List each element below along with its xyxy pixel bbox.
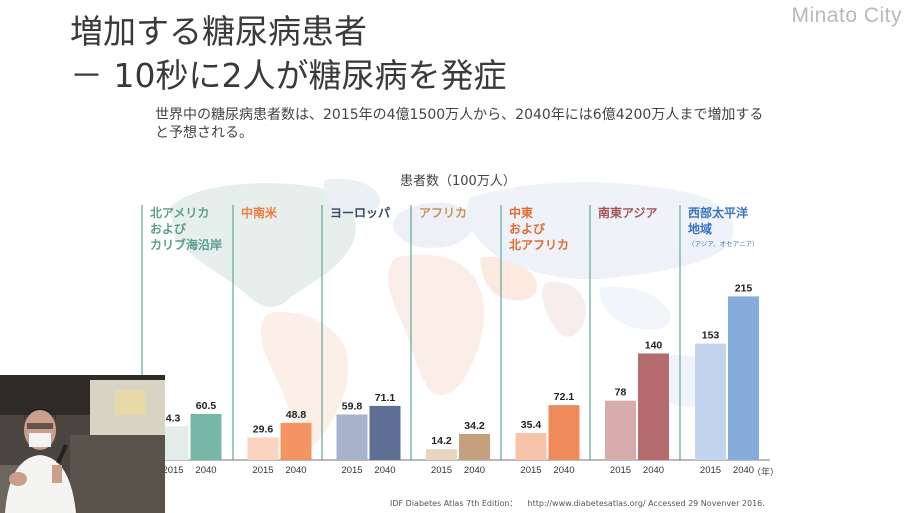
source-reference: IDF Diabetes Atlas 7th Edition： [390,499,518,508]
source-url[interactable]: http://www.diabetesatlas.org/ Accessed 2… [527,499,765,508]
tick-label: 2040 [733,465,754,476]
tick-label: 2040 [643,465,664,476]
webcam-overlay [0,375,165,513]
bar-2015 [515,433,547,460]
region-name-line: カリブ海沿岸 [150,237,222,252]
chart-title: 患者数（100万人） [400,174,516,189]
region-name-line: 中東 [509,205,533,220]
data-label: 60.5 [196,400,217,412]
bar-2040 [728,296,759,460]
bar-2040 [638,353,669,460]
region-subname: （アジア、オセアニア） [688,240,758,248]
data-label: 72.1 [554,391,575,403]
slide-title: 増加する糖尿病患者 － 10秒に2人が糖尿病を発症 [70,10,506,98]
data-label: 153 [702,330,720,342]
data-label: 71.1 [375,392,396,404]
data-label: 78 [615,387,627,399]
bar-2015 [605,400,636,460]
data-label: 59.8 [342,401,363,413]
data-label: 29.6 [253,423,274,435]
bar-2040 [369,405,401,460]
tick-label: 2015 [341,465,362,476]
tick-label: 2015 [252,465,273,476]
slide-subtitle: 世界中の糖尿病患者数は、2015年の4億1500万人から、2040年には6億42… [155,107,764,141]
region-name-line: ヨーロッパ [330,206,390,220]
webcam-presenter-image [0,375,165,513]
region-name-line: アフリカ [419,206,467,220]
bar-2040 [190,413,222,460]
tick-label: 2040 [285,465,306,476]
tick-label: 2015 [520,465,541,476]
tick-label: 2015 [700,465,721,476]
tick-label: 2040 [464,465,485,476]
tick-label: 2040 [374,465,395,476]
title-line-1: 増加する糖尿病患者 [70,12,367,51]
data-label: 14.2 [431,435,452,447]
world-map-background [170,178,734,448]
bar-2015 [695,343,726,460]
bar-2040 [548,405,580,460]
region-name-line: および [509,221,546,236]
x-unit-label: （年） [752,468,780,478]
tick-label: 2015 [431,465,452,476]
data-label: 215 [735,282,753,294]
tick-label: 2040 [195,465,216,476]
region-name-line: 中南米 [241,205,278,220]
region-name-line: 地域 [688,221,712,236]
bar-2015 [426,449,457,460]
tick-label: 2040 [553,465,574,476]
data-label: 35.4 [521,419,542,431]
tick-label: 2015 [162,465,183,476]
region-name-line: 南東アジア [598,205,658,220]
region-name-line: および [150,221,187,236]
tick-label: 2015 [610,465,631,476]
data-label: 140 [645,339,663,351]
bar-2040 [280,422,312,460]
bar-2040 [459,433,490,460]
title-line-2: － 10秒に2人が糖尿病を発症 [70,56,507,95]
region-name-line: 北アフリカ [509,237,569,252]
region-name-line: 北アメリカ [150,205,209,220]
bar-2015 [247,437,279,460]
data-label: 48.8 [286,409,307,421]
data-label: 4.3 [166,412,181,424]
region-name-line: 西部太平洋 [688,205,748,220]
data-label: 34.2 [464,420,485,432]
watermark-minato-city: Minato City [791,4,902,27]
bar-2015 [336,414,368,460]
source-citation: IDF Diabetes Atlas 7th Edition： http://ww… [390,498,765,509]
